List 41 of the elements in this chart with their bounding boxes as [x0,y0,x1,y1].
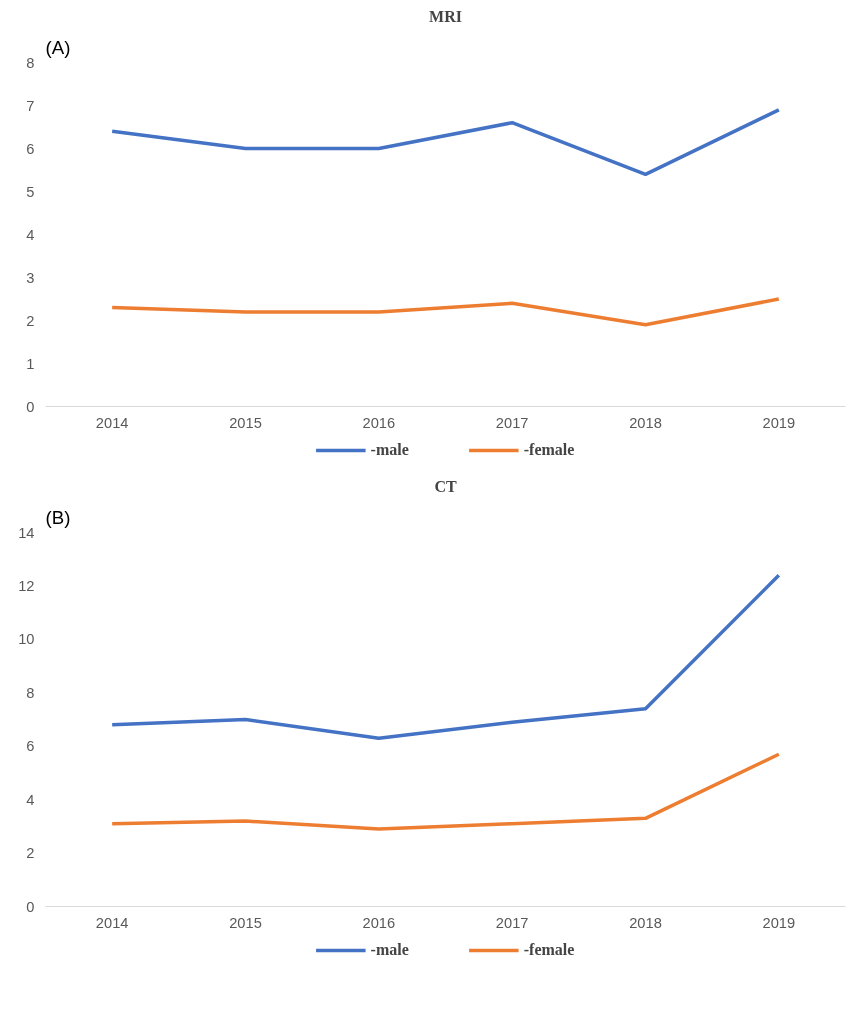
x-tick-label: 2017 [495,914,529,931]
x-tick-label: 2015 [229,914,262,931]
y-tick-label: 7 [26,97,35,114]
y-tick-label: 4 [26,226,35,243]
y-tick-label: 14 [18,524,35,541]
x-tick-label: 2019 [762,914,796,931]
text: (A) [45,36,71,58]
y-tick-label: 5 [26,183,35,200]
x-tick-label: 2016 [362,414,396,431]
line-series [110,752,781,831]
x-tick-label: 2019 [762,414,796,431]
legend-label: -female [523,941,575,959]
x-tick-label: 2016 [362,914,396,931]
y-tick-label: 0 [26,898,35,915]
y-tick-label: 8 [26,54,35,71]
y-tick-label: 3 [26,269,35,286]
x-tick-label: 2015 [229,414,262,431]
x-tick-label: 2017 [495,414,529,431]
y-tick-label: 2 [26,312,35,329]
y-tick-label: 10 [18,631,35,648]
x-tick-label: 2018 [629,914,662,931]
y-tick-label: 8 [26,684,35,701]
y-tick-label: 0 [26,398,35,415]
chart-title: MRI [429,7,462,25]
y-tick-label: 1 [26,355,35,372]
legend-label: -male [370,441,409,459]
text: (B) [45,506,71,528]
y-tick-label: 6 [26,738,35,755]
line-series [110,297,781,327]
y-tick-label: 12 [18,577,35,594]
y-tick-label: 2 [26,845,35,862]
x-tick-label: 2018 [629,414,662,431]
legend-label: -female [523,441,575,459]
x-tick-label: 2014 [95,914,129,931]
line-series [110,108,781,177]
chart-title: CT [434,477,457,495]
line-series [110,573,781,740]
y-tick-label: 4 [26,791,35,808]
y-tick-label: 6 [26,140,35,157]
x-tick-label: 2014 [95,414,129,431]
legend-label: -male [370,941,409,959]
